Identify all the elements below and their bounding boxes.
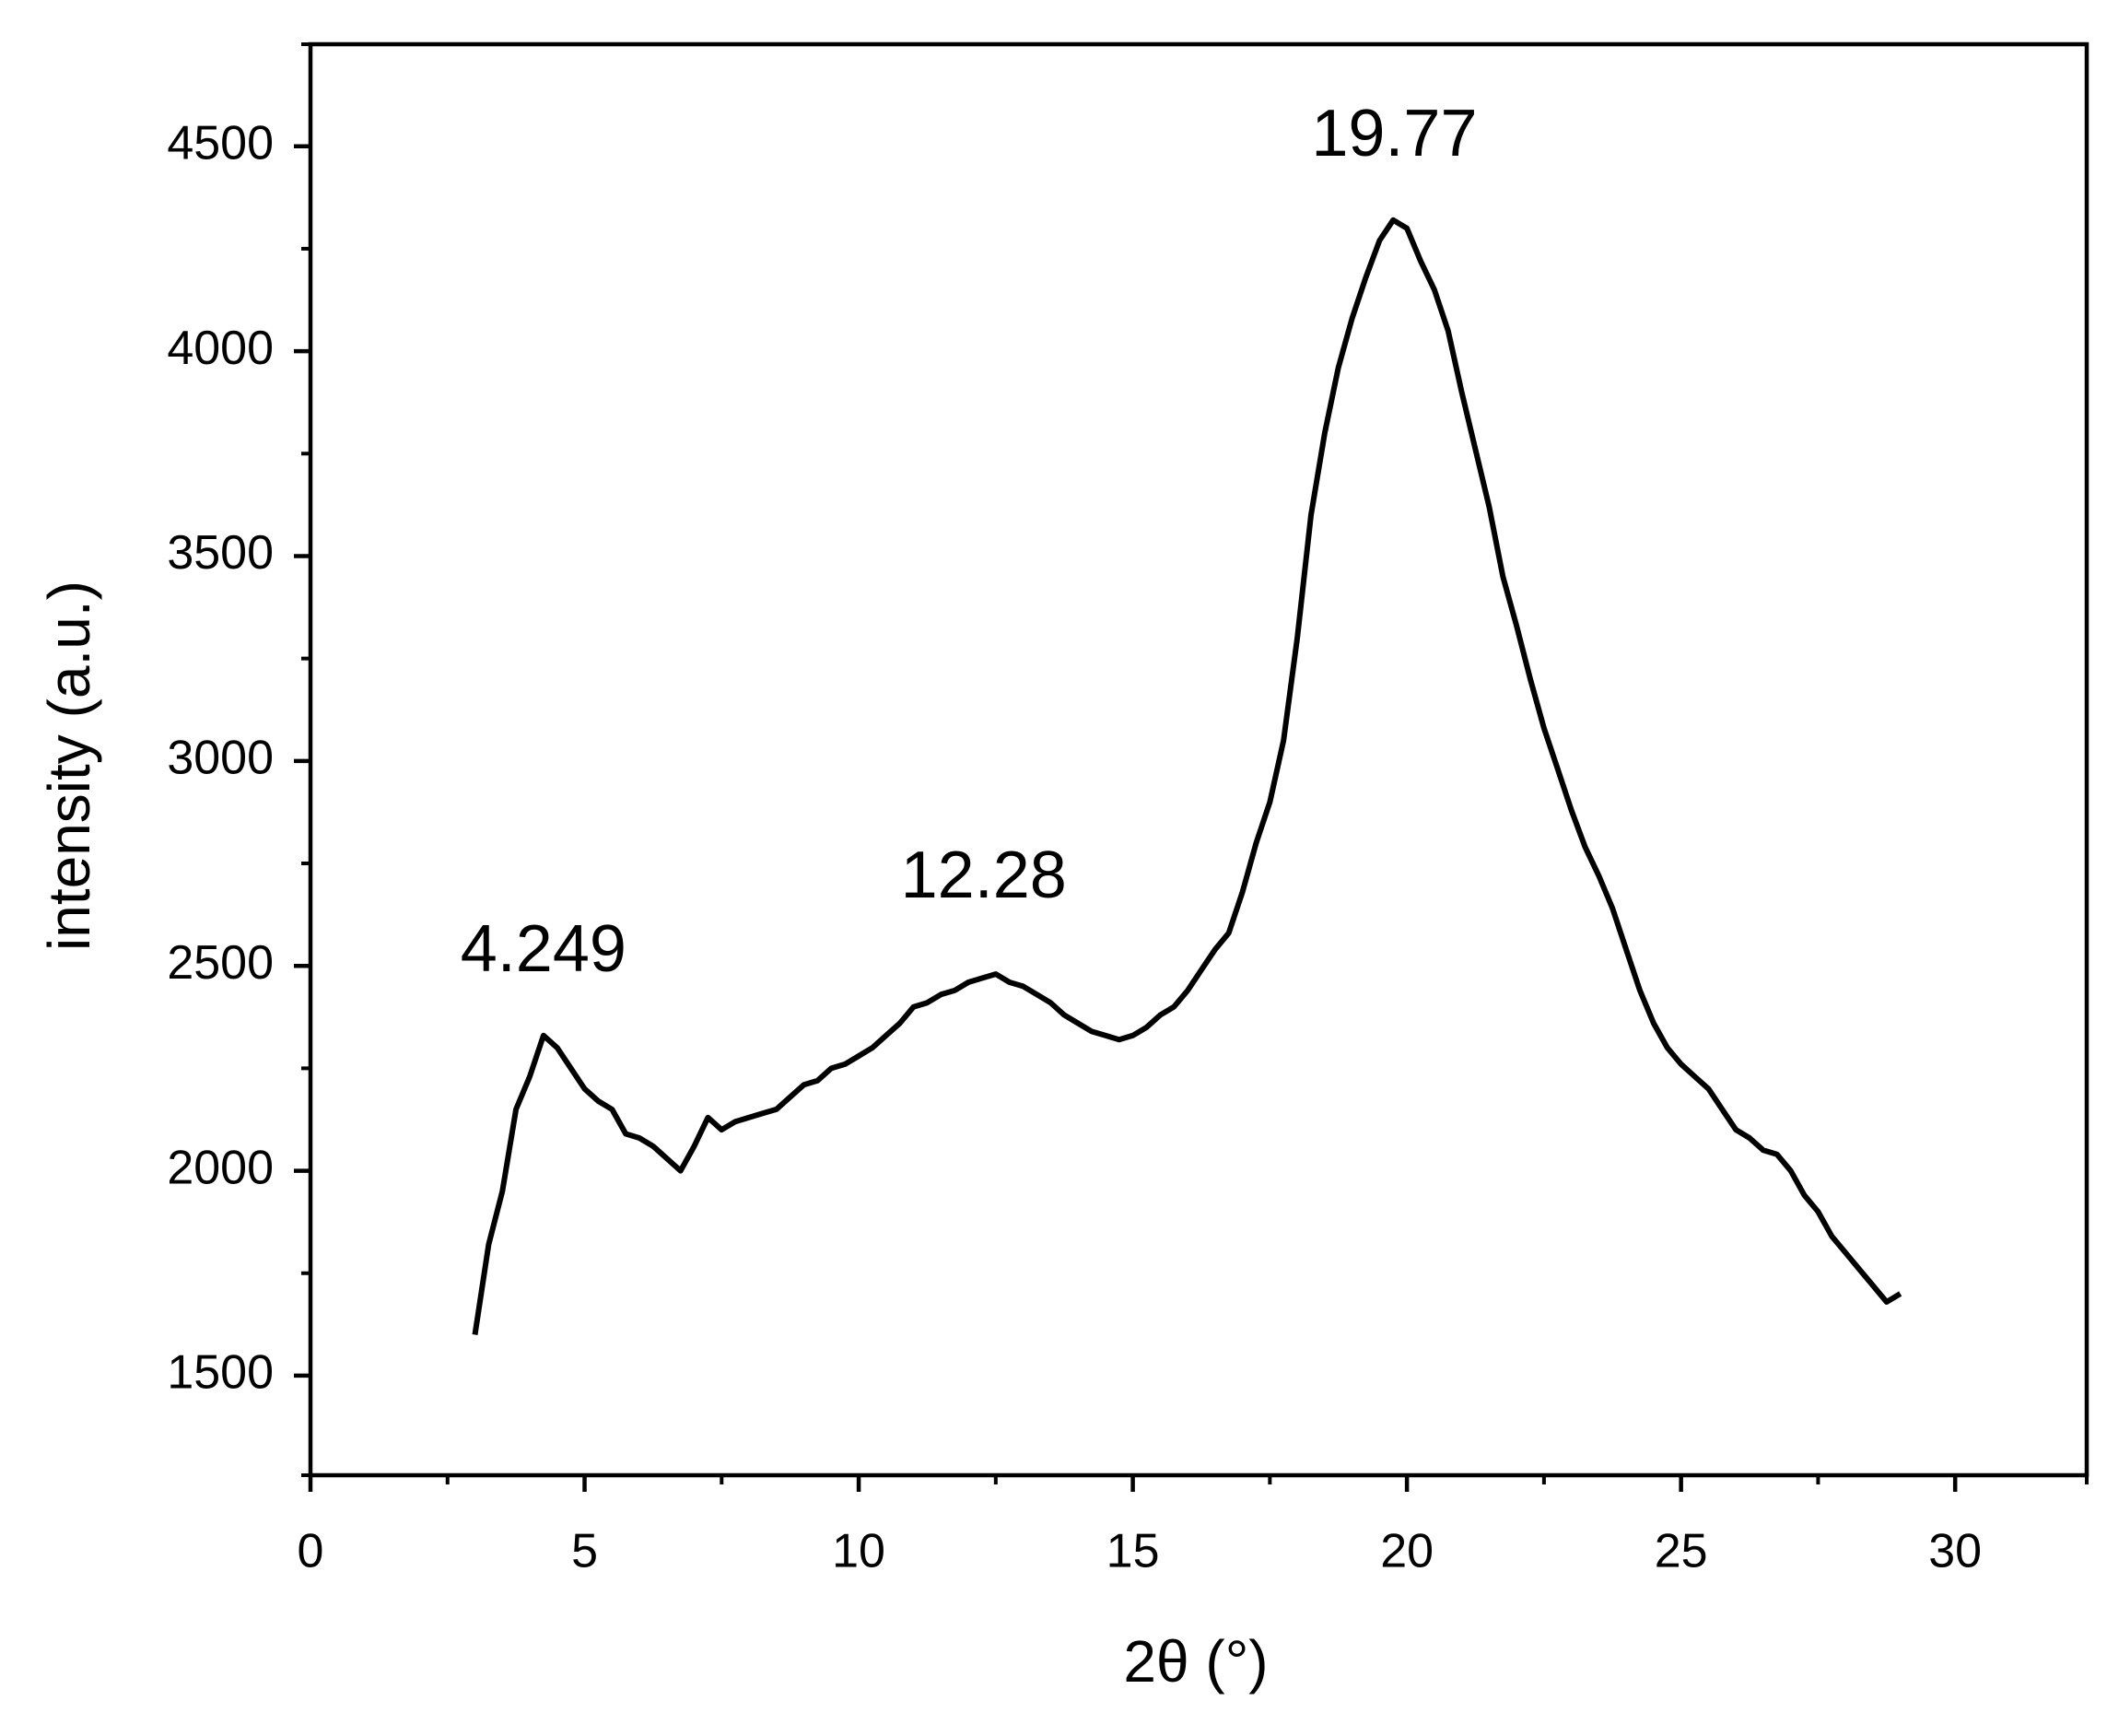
y-tick-label: 1500 — [167, 1346, 274, 1400]
peak-annotation: 19.77 — [1311, 97, 1477, 170]
x-tick-label: 0 — [298, 1525, 324, 1578]
peak-annotation: 4.249 — [461, 912, 626, 986]
x-axis-label: 2θ (°) — [1123, 1628, 1268, 1695]
data-line — [472, 217, 1902, 1335]
y-tick-label: 4000 — [167, 322, 274, 375]
y-tick-label: 2000 — [167, 1141, 274, 1194]
peak-annotation: 12.28 — [901, 839, 1067, 912]
y-tick-label: 2500 — [167, 936, 274, 990]
plot-frame — [308, 41, 2089, 1478]
x-tick-label: 5 — [571, 1525, 598, 1578]
x-tick-label: 10 — [832, 1525, 885, 1578]
y-axis-label: intensity (a.u.) — [36, 581, 102, 951]
y-tick-label: 3500 — [167, 526, 274, 580]
y-tick-label: 3000 — [167, 732, 274, 785]
y-tick-label: 4500 — [167, 116, 274, 170]
x-tick-label: 20 — [1380, 1525, 1434, 1578]
x-tick-label: 25 — [1655, 1525, 1708, 1578]
x-tick-label: 15 — [1106, 1525, 1160, 1578]
x-tick-label: 30 — [1928, 1525, 1982, 1578]
